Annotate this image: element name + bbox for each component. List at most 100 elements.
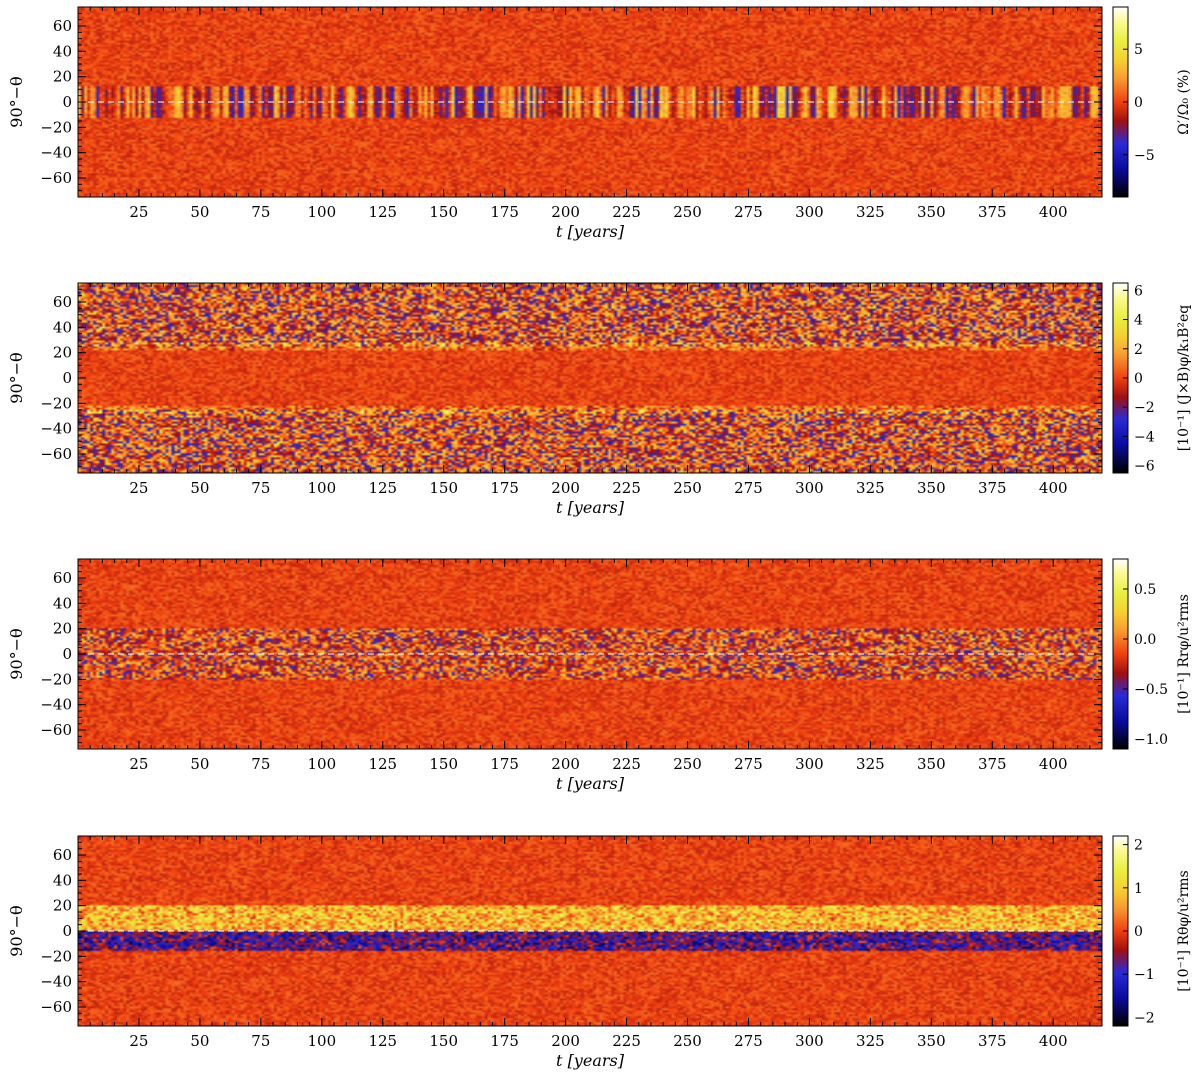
y-tick-label: 40 [53, 318, 72, 336]
x-tick-label: 25 [129, 479, 148, 497]
x-tick-label: 175 [490, 755, 519, 773]
colorbar-label: [10⁻¹] (J×B)φ/k₁B²eq [1176, 305, 1192, 452]
colorbar: −6 −4 −2 0 2 4 6 [10⁻¹] (J×B)φ/k₁B²eq [1112, 282, 1192, 475]
x-tick-label: 125 [368, 203, 397, 221]
y-tick-label: 20 [53, 620, 72, 638]
x-tick-label: 75 [251, 203, 270, 221]
y-tick-label: −40 [40, 973, 72, 991]
y-tick-label: −20 [40, 947, 72, 965]
x-tick-label: 325 [856, 479, 885, 497]
x-axis-label: t [years] [556, 774, 625, 793]
y-tick-label: 60 [53, 17, 72, 35]
colorbar-tick-label: −1 [1134, 967, 1155, 983]
x-tick-label: 375 [978, 1032, 1007, 1050]
x-tick-label: 100 [307, 755, 336, 773]
x-tick-label: 350 [917, 203, 946, 221]
colorbar-tick-label: 2 [1134, 838, 1143, 854]
panel-3: 25 50 75 100 125 150 175 200 225 250 275 300 325 350 3… [7, 558, 1192, 793]
y-tick-label: 20 [53, 68, 72, 86]
y-tick-label: −60 [40, 445, 72, 463]
y-tick-label: 40 [53, 594, 72, 612]
colorbar-label: [10⁻¹] Rrφ/u²rms [1176, 594, 1192, 714]
colorbar-tick-label: −0.5 [1134, 682, 1168, 698]
colorbar-tick-label: 5 [1134, 42, 1143, 58]
panel-1: 25 50 75 100 125 150 175 200 225 250 275 300 325 350 3… [7, 6, 1192, 241]
x-tick-label: 375 [978, 479, 1007, 497]
y-tick-label: −60 [40, 998, 72, 1016]
x-tick-label: 325 [856, 755, 885, 773]
x-tick-label: 150 [429, 479, 458, 497]
x-tick-label: 100 [307, 1032, 336, 1050]
x-tick-label: 150 [429, 1032, 458, 1050]
x-tick-label: 125 [368, 1032, 397, 1050]
y-tick-label: 0 [62, 645, 72, 663]
colorbar: −2 −1 0 1 2 [10⁻¹] Rθφ/u²rms [1112, 835, 1192, 1027]
x-tick-label: 200 [551, 755, 580, 773]
x-tick-label: 350 [917, 1032, 946, 1050]
y-tick-label: −60 [40, 169, 72, 187]
colorbar: −5 0 5 Ω′/Ω₀ (%) [1112, 6, 1192, 198]
x-tick-label: 225 [612, 755, 641, 773]
colorbar-tick-label: −4 [1134, 429, 1155, 445]
x-tick-label: 100 [307, 203, 336, 221]
x-tick-label: 275 [734, 203, 763, 221]
x-tick-label: 400 [1039, 755, 1068, 773]
heatmap-image [78, 283, 1102, 473]
colorbar-tick-label: −2 [1134, 1010, 1155, 1026]
x-tick-label: 400 [1039, 203, 1068, 221]
y-tick-label: 0 [62, 922, 72, 940]
x-tick-label: 250 [673, 203, 702, 221]
y-tick-label: 60 [53, 569, 72, 587]
x-tick-label: 100 [307, 479, 336, 497]
x-tick-label: 50 [190, 479, 209, 497]
x-tick-label: 300 [795, 479, 824, 497]
colorbar-label: Ω′/Ω₀ (%) [1176, 69, 1192, 134]
x-tick-label: 75 [251, 479, 270, 497]
x-axis-label: t [years] [556, 222, 625, 241]
y-axis-label: 90°−θ [7, 905, 26, 956]
x-tick-label: 75 [251, 1032, 270, 1050]
x-tick-label: 275 [734, 479, 763, 497]
y-tick-label: −40 [40, 420, 72, 438]
x-tick-label: 225 [612, 203, 641, 221]
x-tick-label: 300 [795, 755, 824, 773]
panel-4: 25 50 75 100 125 150 175 200 225 250 275 300 325 350 3… [7, 835, 1192, 1070]
x-tick-label: 200 [551, 1032, 580, 1050]
colorbar-tick-label: −2 [1134, 400, 1155, 416]
x-axis-label: t [years] [556, 498, 625, 517]
x-tick-label: 25 [129, 1032, 148, 1050]
x-tick-label: 300 [795, 203, 824, 221]
y-tick-label: 20 [53, 897, 72, 915]
colorbar-tick-label: 0 [1134, 924, 1143, 940]
colorbar-tick-label: −6 [1134, 459, 1155, 475]
colorbar-tick-label: −5 [1134, 148, 1155, 164]
colorbar-tick-label: −1.0 [1134, 732, 1168, 748]
y-tick-label: 40 [53, 42, 72, 60]
x-tick-label: 400 [1039, 479, 1068, 497]
colorbar-tick-label: 0 [1134, 371, 1143, 387]
x-tick-label: 175 [490, 479, 519, 497]
x-tick-label: 250 [673, 479, 702, 497]
x-tick-label: 300 [795, 1032, 824, 1050]
colorbar-tick-label: 0.0 [1134, 632, 1156, 648]
y-axis-label: 90°−θ [7, 628, 26, 679]
x-tick-label: 250 [673, 1032, 702, 1050]
y-tick-label: 20 [53, 344, 72, 362]
panel-2: 25 50 75 100 125 150 175 200 225 250 275 300 325 350 3… [7, 282, 1192, 517]
y-tick-label: 60 [53, 293, 72, 311]
y-tick-label: 40 [53, 871, 72, 889]
colorbar-gradient [1112, 558, 1129, 750]
y-tick-label: −60 [40, 721, 72, 739]
x-tick-label: 200 [551, 203, 580, 221]
y-axis-label: 90°−θ [7, 76, 26, 127]
y-tick-label: −40 [40, 696, 72, 714]
x-tick-label: 350 [917, 755, 946, 773]
x-tick-label: 50 [190, 1032, 209, 1050]
x-tick-label: 325 [856, 203, 885, 221]
y-tick-label: −40 [40, 144, 72, 162]
x-tick-label: 375 [978, 203, 1007, 221]
x-tick-label: 150 [429, 203, 458, 221]
x-tick-label: 350 [917, 479, 946, 497]
y-tick-label: −20 [40, 670, 72, 688]
colorbar-tick-label: 1 [1134, 881, 1143, 897]
